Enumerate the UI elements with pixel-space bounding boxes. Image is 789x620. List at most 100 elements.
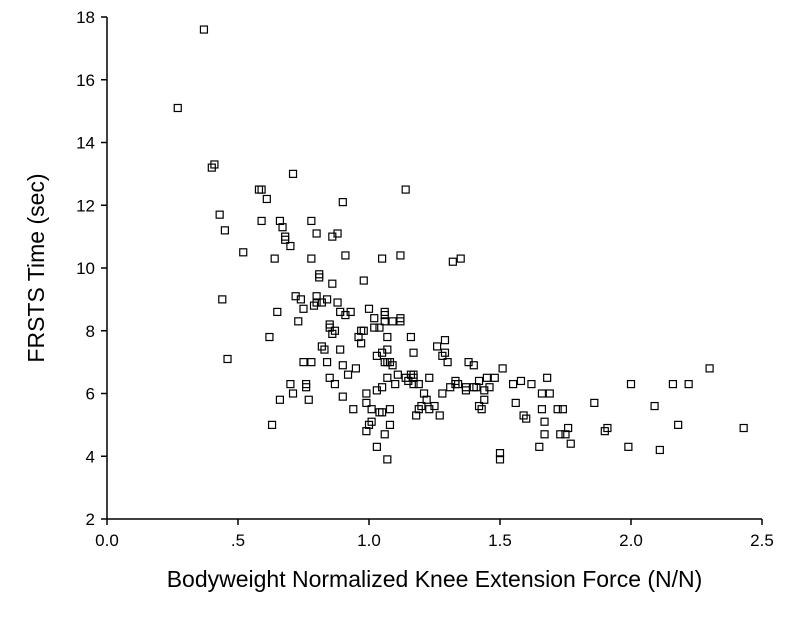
data-point [485,383,494,392]
data-point [511,398,520,408]
data-point [349,405,358,414]
data-point [286,379,295,389]
data-point [495,449,505,458]
x-tick-label: 1.5 [488,531,512,550]
data-point [220,226,229,235]
data-point [362,427,371,436]
data-point [273,307,282,317]
data-point [257,216,266,226]
y-tick-label: 4 [86,447,95,466]
data-point [388,361,397,370]
data-point [391,379,400,389]
data-point [378,408,387,417]
data-point [422,395,431,404]
data-point [257,185,266,194]
data-point [537,389,547,398]
data-point [626,379,636,389]
x-axis-title: Bodyweight Normalized Knee Extension For… [167,566,703,592]
data-point [383,332,392,342]
data-point [312,292,321,301]
data-point [396,317,405,326]
data-point [304,395,313,404]
data-point [540,417,549,426]
data-point [482,373,491,382]
data-point [383,345,392,354]
data-point [461,386,471,395]
y-tick-label: 14 [76,134,95,153]
data-point [254,185,264,194]
data-point [341,251,350,260]
data-point [315,273,324,282]
data-point [328,279,337,288]
data-point [430,401,439,411]
data-point [477,405,486,414]
x-tick-label: .5 [231,531,245,550]
data-point [401,185,410,194]
data-point [343,370,353,379]
y-tick-label: 8 [86,322,95,341]
data-point [409,373,418,382]
data-point [210,160,219,169]
y-tick-label: 16 [76,71,95,90]
data-point [443,358,452,367]
data-point [270,254,279,263]
data-point [265,332,274,342]
data-point [469,361,478,370]
data-point [375,323,384,332]
data-point [590,398,599,408]
data-point [406,332,416,342]
data-point [419,389,429,398]
data-point [333,298,342,307]
data-point [215,210,224,219]
data-point [558,405,567,414]
data-point [354,332,363,342]
data-point [288,169,298,178]
data-point [472,383,481,392]
data-point [566,439,575,448]
data-point [223,354,232,364]
data-point [438,389,447,398]
data-point [417,401,426,411]
data-point [346,307,355,317]
data-point [490,373,499,382]
data-point [684,379,693,389]
data-point [412,411,421,420]
data-point [409,379,418,389]
data-point [378,254,387,263]
data-point [561,430,570,439]
axes [106,17,762,520]
data-point [296,295,305,304]
data-point [330,379,340,389]
data-point [359,326,368,335]
y-ticks: 2 4 6 8 10 12 14 16 18 [76,8,107,529]
data-point [357,339,366,348]
data-point [367,417,376,426]
data-point [527,379,536,389]
data-point [705,364,714,373]
data-point [440,336,450,345]
y-tick-label: 6 [86,385,95,404]
data-point [385,405,395,414]
y-axis-title: FRSTS Time (sec) [23,173,49,362]
data-point [307,254,316,263]
data-point [388,317,397,326]
data-point [275,216,285,226]
x-tick-label: 2.0 [619,531,643,550]
data-point [498,364,507,373]
data-point [448,257,457,266]
data-point [543,373,552,382]
data-point [370,314,379,323]
data-point [383,455,392,464]
data-point [739,423,748,433]
x-ticks: 0.0 .5 1.0 1.5 2.0 2.5 [95,519,774,550]
data-point [393,370,402,379]
data-point [338,392,347,401]
data-point [480,395,489,404]
data-point [383,373,392,382]
y-tick-label: 2 [86,510,95,529]
data-point [330,326,340,335]
data-point [668,379,678,389]
data-point [540,430,549,439]
data-point [338,361,347,370]
data-point [359,276,368,285]
